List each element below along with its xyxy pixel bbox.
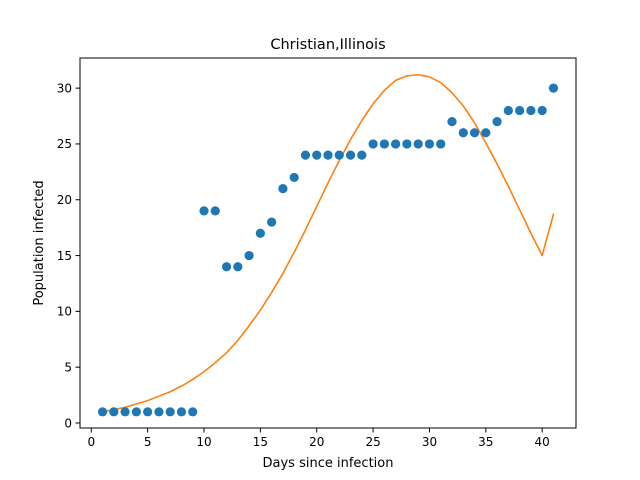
y-tick-label: 20 bbox=[57, 193, 72, 207]
x-tick-label: 30 bbox=[422, 435, 437, 449]
data-point bbox=[492, 117, 502, 127]
data-point bbox=[424, 139, 435, 149]
data-point bbox=[436, 139, 446, 149]
x-axis-label: Days since infection bbox=[263, 456, 394, 471]
data-point bbox=[515, 105, 525, 116]
chart-title: Christian,Illinois bbox=[270, 37, 385, 53]
y-axis-ticks: 0 5 10 15 20 25 30 bbox=[57, 81, 80, 430]
data-point bbox=[176, 407, 187, 417]
x-tick-label: 25 bbox=[365, 435, 380, 449]
data-point bbox=[357, 150, 367, 160]
data-point bbox=[447, 117, 457, 127]
data-point bbox=[278, 183, 288, 194]
data-point bbox=[526, 105, 536, 116]
data-point bbox=[143, 407, 153, 417]
y-tick-label: 10 bbox=[57, 305, 72, 319]
data-point bbox=[300, 150, 311, 160]
data-point bbox=[165, 407, 175, 417]
y-tick-label: 25 bbox=[57, 137, 72, 151]
data-point bbox=[131, 407, 141, 417]
y-tick-label: 30 bbox=[57, 81, 72, 95]
data-point bbox=[481, 128, 491, 138]
data-point bbox=[210, 206, 220, 216]
data-point bbox=[109, 407, 119, 417]
data-point bbox=[323, 150, 333, 160]
x-tick-label: 10 bbox=[196, 435, 211, 449]
data-point bbox=[537, 105, 547, 116]
data-point bbox=[391, 139, 401, 149]
x-axis-ticks: 0 5 10 15 20 25 30 35 40 bbox=[87, 428, 550, 449]
data-point bbox=[97, 407, 108, 417]
data-point bbox=[188, 407, 198, 417]
data-point bbox=[255, 228, 265, 238]
data-point bbox=[233, 262, 243, 272]
data-point bbox=[244, 250, 254, 261]
x-tick-label: 35 bbox=[478, 435, 493, 449]
data-point bbox=[154, 407, 164, 417]
data-point bbox=[345, 150, 356, 160]
y-tick-label: 15 bbox=[57, 249, 72, 263]
data-point bbox=[368, 139, 378, 149]
data-point bbox=[120, 407, 130, 417]
series-layer bbox=[97, 73, 559, 417]
data-point bbox=[548, 83, 559, 93]
y-tick-label: 0 bbox=[64, 416, 72, 430]
plot-area bbox=[80, 58, 576, 428]
y-tick-label: 5 bbox=[64, 360, 72, 374]
x-tick-label: 15 bbox=[253, 435, 268, 449]
fit-line bbox=[101, 73, 555, 413]
data-point bbox=[267, 217, 277, 227]
data-point bbox=[503, 105, 513, 116]
data-point bbox=[458, 128, 468, 138]
data-point bbox=[334, 150, 344, 160]
data-point bbox=[199, 206, 209, 216]
data-point bbox=[413, 139, 423, 149]
x-tick-label: 40 bbox=[535, 435, 550, 449]
x-tick-label: 20 bbox=[309, 435, 324, 449]
x-tick-label: 5 bbox=[144, 435, 152, 449]
data-point bbox=[289, 172, 299, 183]
data-point bbox=[379, 139, 389, 149]
data-point bbox=[312, 150, 322, 160]
x-tick-label: 0 bbox=[87, 435, 95, 449]
plot-frame bbox=[79, 57, 577, 429]
data-point bbox=[469, 128, 480, 138]
data-point bbox=[402, 139, 412, 149]
y-axis-label: Population infected bbox=[32, 180, 47, 305]
data-point bbox=[221, 262, 232, 272]
